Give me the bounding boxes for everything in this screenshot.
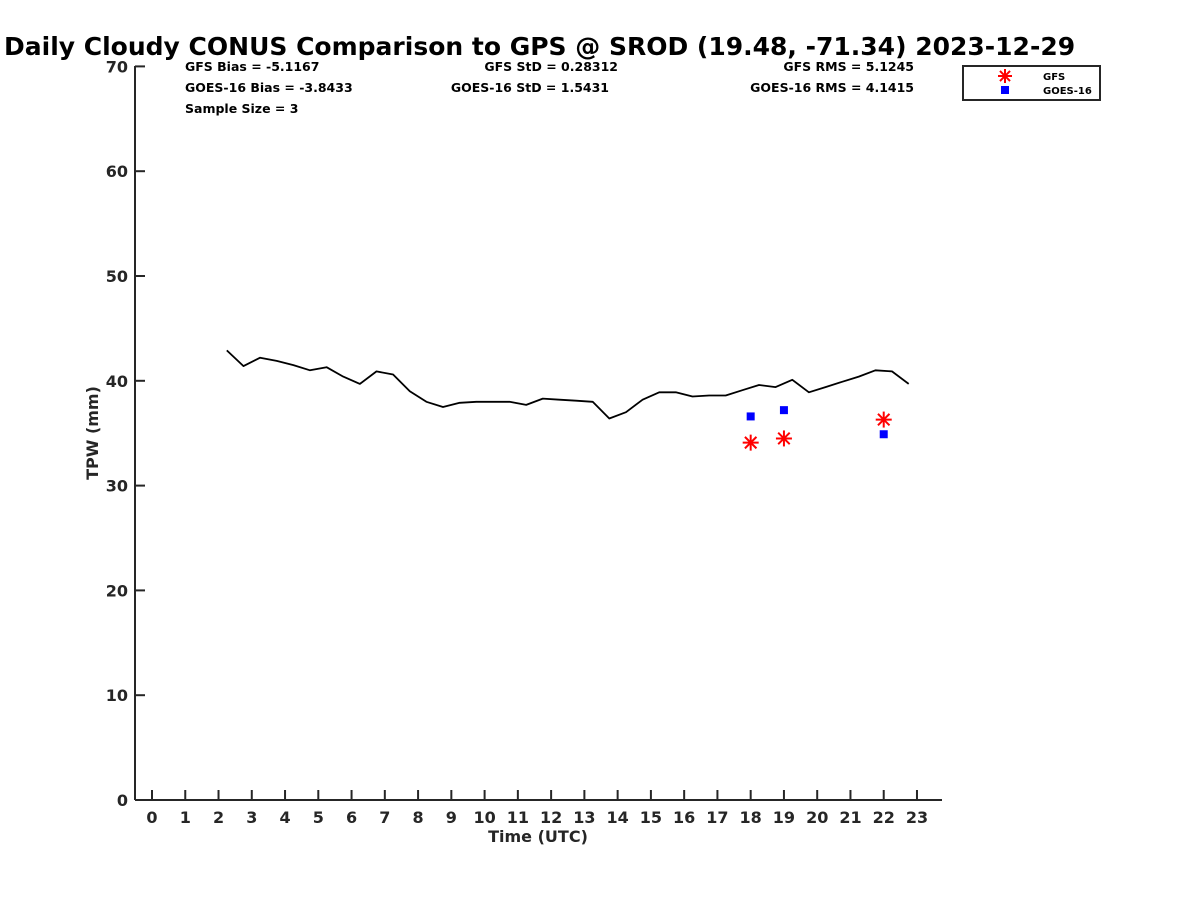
stat-text: GFS Bias = -5.1167 [185, 59, 319, 74]
y-tick-label: 10 [106, 686, 128, 705]
stat-text: GOES-16 RMS = 4.1415 [750, 80, 914, 95]
plot-area [226, 349, 910, 451]
x-axis-label: Time (UTC) [488, 827, 588, 846]
x-tick-label: 1 [180, 808, 191, 827]
y-tick-label: 30 [106, 477, 128, 496]
stat-text: GOES-16 StD = 1.5431 [451, 80, 609, 95]
x-ticks: 0 1 2 3 4 5 6 7 8 9 10 11 12 13 14 15 16 17 18 19 20 21 22 23 [146, 790, 928, 827]
gfs-point [775, 430, 792, 447]
x-tick-label: 4 [279, 808, 290, 827]
x-tick-label: 14 [607, 808, 629, 827]
y-tick-label: 70 [106, 57, 128, 76]
y-ticks: 0 10 20 30 40 50 60 70 [106, 57, 145, 810]
stats-block: GFS Bias = -5.1167 GFS StD = 0.28312 GFS R… [185, 59, 914, 116]
x-tick-label: 11 [507, 808, 529, 827]
x-tick-label: 23 [906, 808, 928, 827]
legend-entry: GFS [998, 69, 1065, 83]
goes16-point [879, 430, 888, 439]
x-tick-label: 7 [379, 808, 390, 827]
axes [134, 66, 942, 801]
stat-text: GFS RMS = 5.1245 [783, 59, 914, 74]
gfs-point [875, 411, 892, 428]
legend-label: GFS [1043, 72, 1065, 83]
legend-box [962, 65, 1101, 101]
x-tick-label: 5 [313, 808, 324, 827]
y-tick-label: 40 [106, 372, 128, 391]
x-tick-label: 6 [346, 808, 357, 827]
x-tick-label: 0 [146, 808, 157, 827]
x-tick-label: 21 [839, 808, 861, 827]
x-tick-label: 15 [640, 808, 662, 827]
x-tick-label: 16 [673, 808, 695, 827]
stat-text: GFS StD = 0.28312 [484, 59, 618, 74]
goes16-point [746, 412, 755, 421]
x-tick-label: 17 [706, 808, 728, 827]
legend-label: GOES-16 [1043, 86, 1092, 97]
gfs-point [742, 434, 759, 451]
stat-text: Sample Size = 3 [185, 101, 298, 116]
x-tick-label: 22 [873, 808, 895, 827]
y-axis-label: TPW (mm) [83, 386, 102, 480]
x-tick-label: 12 [540, 808, 562, 827]
stat-text: GOES-16 Bias = -3.8433 [185, 80, 353, 95]
goes16-point [779, 406, 788, 415]
x-tick-label: 8 [413, 808, 424, 827]
legend-entry: GOES-16 [1001, 86, 1092, 97]
y-tick-label: 20 [106, 581, 128, 600]
chart-title: Daily Cloudy CONUS Comparison to GPS @ S… [4, 32, 1075, 61]
x-tick-label: 13 [573, 808, 595, 827]
legend: GFS GOES-16 [962, 65, 1101, 101]
x-tick-label: 2 [213, 808, 224, 827]
x-tick-label: 9 [446, 808, 457, 827]
y-tick-label: 50 [106, 267, 128, 286]
y-tick-label: 0 [117, 791, 128, 810]
gps-tpw-line [226, 349, 910, 420]
x-tick-label: 3 [246, 808, 257, 827]
y-tick-label: 60 [106, 162, 128, 181]
x-tick-label: 18 [740, 808, 762, 827]
x-tick-label: 10 [473, 808, 495, 827]
x-tick-label: 19 [773, 808, 795, 827]
x-tick-label: 20 [806, 808, 828, 827]
